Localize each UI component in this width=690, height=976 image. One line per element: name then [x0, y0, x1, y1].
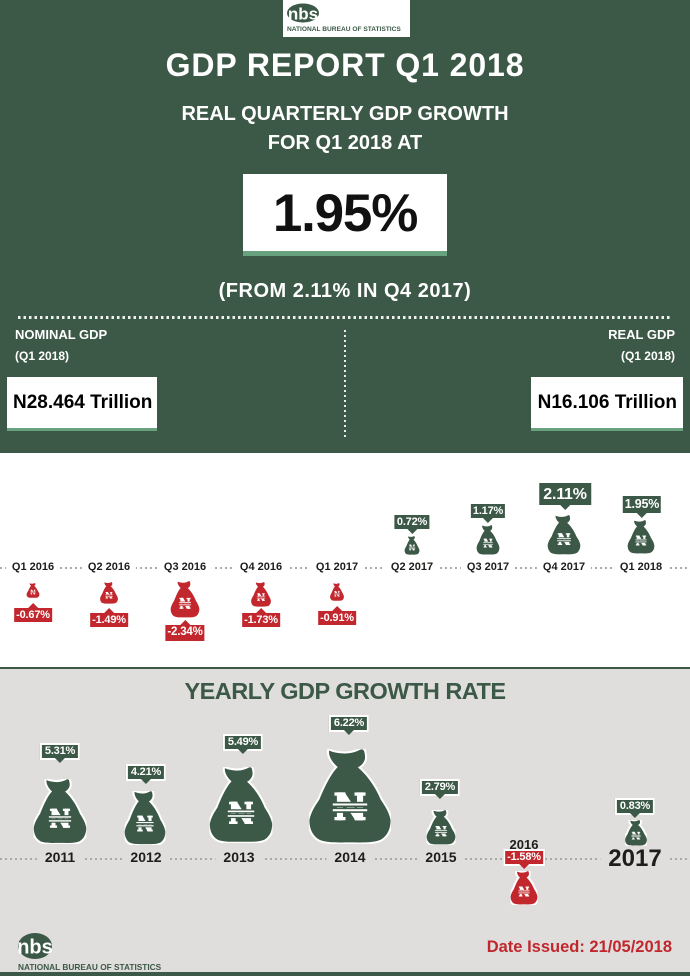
- svg-text:NATIONAL BUREAU OF STATISTICS: NATIONAL BUREAU OF STATISTICS: [18, 962, 162, 972]
- svg-text:NATIONAL BUREAU OF STATISTICS: NATIONAL BUREAU OF STATISTICS: [287, 26, 401, 33]
- svg-text:nbs: nbs: [18, 937, 53, 959]
- svg-text:nbs: nbs: [288, 5, 318, 24]
